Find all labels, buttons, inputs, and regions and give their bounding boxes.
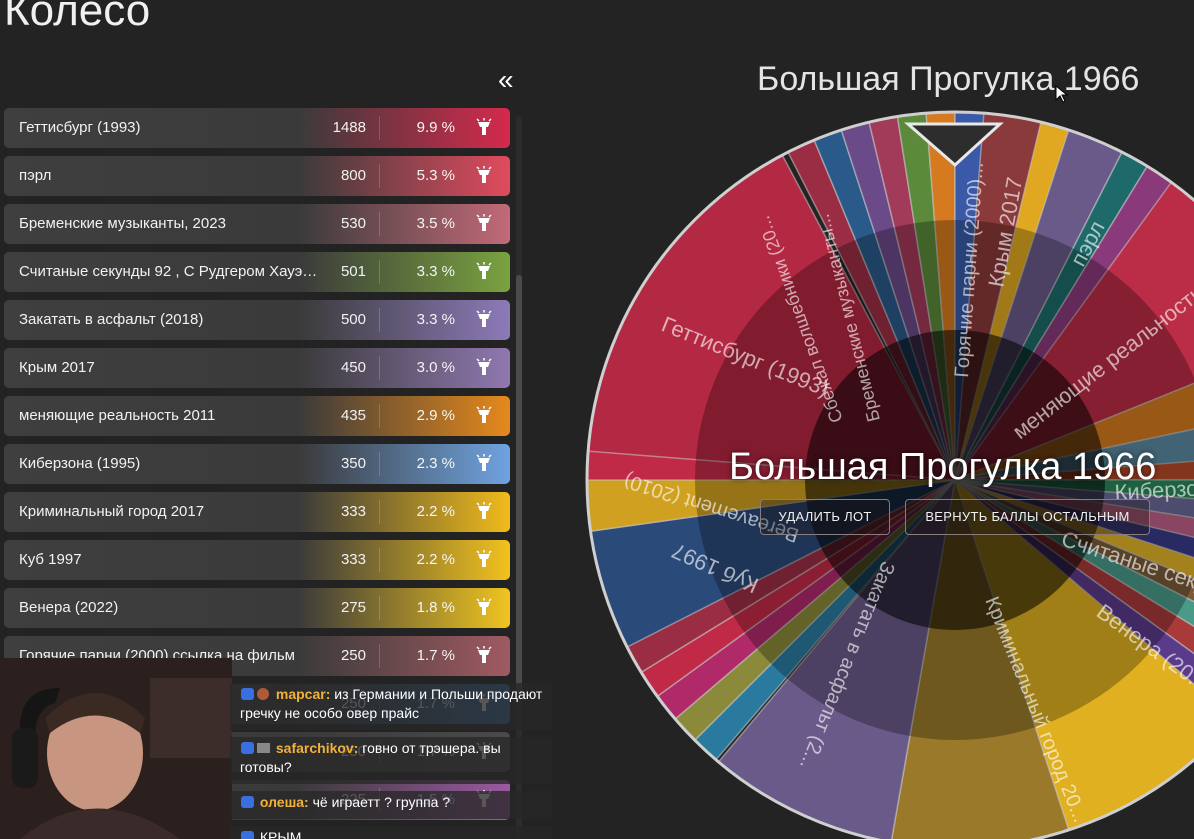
chat-text: говно от трэшера. вы готовы? — [240, 740, 501, 775]
lot-action-icon[interactable] — [474, 406, 494, 426]
lot-divider — [379, 116, 380, 140]
lot-amount: 333 — [340, 551, 366, 568]
collapse-list-button[interactable]: « — [498, 64, 514, 95]
lot-amount: 450 — [340, 359, 366, 376]
mouse-cursor-icon — [1055, 84, 1069, 103]
lot-row[interactable]: меняющие реальность 2011 435 2.9 % — [4, 396, 510, 436]
lot-action-icon[interactable] — [474, 358, 494, 378]
lot-divider — [379, 356, 380, 380]
delete-lot-button[interactable]: УДАЛИТЬ ЛОТ — [760, 499, 890, 535]
lot-row[interactable]: Геттисбург (1993) 1488 9.9 % — [4, 108, 510, 148]
lot-action-icon[interactable] — [474, 310, 494, 330]
lot-action-icon[interactable] — [474, 454, 494, 474]
lot-divider — [379, 644, 380, 668]
lot-percent: 9.9 % — [416, 119, 455, 136]
lot-row[interactable]: Крым 2017 450 3.0 % — [4, 348, 510, 388]
chat-badge-icon — [240, 830, 256, 839]
lot-percent: 1.8 % — [416, 599, 455, 616]
lot-action-icon[interactable] — [474, 118, 494, 138]
chat-message: mapcar: из Германии и Польши продают гре… — [230, 683, 552, 730]
lot-row[interactable]: пэрл 800 5.3 % — [4, 156, 510, 196]
lot-amount: 800 — [340, 167, 366, 184]
lot-row[interactable]: Куб 1997 333 2.2 % — [4, 540, 510, 580]
lot-amount: 501 — [340, 263, 366, 280]
return-points-button[interactable]: ВЕРНУТЬ БАЛЛЫ ОСТАЛЬНЫМ — [905, 499, 1150, 535]
lot-divider — [379, 404, 380, 428]
lot-percent: 2.9 % — [416, 407, 455, 424]
chat-message: КРЫМ — [230, 826, 552, 839]
chat-badge-icon — [240, 795, 256, 813]
lot-divider — [379, 596, 380, 620]
lot-action-icon[interactable] — [474, 214, 494, 234]
lot-divider — [379, 500, 380, 524]
lot-percent: 3.5 % — [416, 215, 455, 232]
lot-action-icon[interactable] — [474, 262, 494, 282]
lot-row[interactable]: Криминальный город 2017 333 2.2 % — [4, 492, 510, 532]
lot-divider — [379, 452, 380, 476]
lot-amount: 250 — [340, 647, 366, 664]
chat-message: safarchikov: говно от трэшера. вы готовы… — [230, 737, 552, 784]
chat-username[interactable]: олеша: — [259, 794, 309, 810]
chat-message: олеша: чё играетт ? группа ? — [230, 791, 552, 819]
chat-username[interactable]: safarchikov: — [275, 740, 359, 756]
chat-badge-icon — [240, 687, 272, 705]
chat-text: КРЫМ — [259, 829, 302, 839]
lot-amount: 333 — [340, 503, 366, 520]
lot-row[interactable]: Бременские музыканты, 2023 530 3.5 % — [4, 204, 510, 244]
lot-amount: 435 — [340, 407, 366, 424]
lot-row[interactable]: Киберзона (1995) 350 2.3 % — [4, 444, 510, 484]
lot-divider — [379, 260, 380, 284]
lot-percent: 1.7 % — [416, 647, 455, 664]
lot-row[interactable]: Считаные секунды 92 , С Рудгером Хауэром… — [4, 252, 510, 292]
lot-action-icon[interactable] — [474, 550, 494, 570]
wheel-pointer-icon — [903, 122, 1004, 168]
chat-badge-icon — [240, 741, 272, 759]
wheel-center-shade — [805, 330, 1105, 630]
wheel-title: Большая Прогулка 1966 — [757, 60, 1140, 98]
lot-divider — [379, 548, 380, 572]
wheel-slice — [954, 382, 1194, 481]
lot-amount: 530 — [340, 215, 366, 232]
page-title: Колесо — [4, 0, 151, 35]
wheel-rim — [585, 110, 1194, 839]
winner-title: Большая Прогулка 1966 — [729, 446, 1157, 488]
lot-percent: 2.2 % — [416, 551, 455, 568]
lot-amount: 350 — [340, 455, 366, 472]
lot-percent: 3.3 % — [416, 263, 455, 280]
lot-action-icon[interactable] — [474, 646, 494, 666]
lot-percent: 2.3 % — [416, 455, 455, 472]
chat-text: чё играетт ? группа ? — [312, 794, 451, 810]
lot-divider — [379, 212, 380, 236]
lot-percent: 5.3 % — [416, 167, 455, 184]
lot-action-icon[interactable] — [474, 166, 494, 186]
lot-percent: 3.3 % — [416, 311, 455, 328]
lot-row[interactable]: Закатать в асфальт (2018) 500 3.3 % — [4, 300, 510, 340]
lot-amount: 275 — [340, 599, 366, 616]
lot-amount: 500 — [340, 311, 366, 328]
lot-row[interactable]: Венера (2022) 275 1.8 % — [4, 588, 510, 628]
chat-text: из Германии и Польши продают гречку не о… — [240, 686, 543, 721]
chat-username[interactable]: mapcar: — [275, 686, 331, 702]
webcam-overlay — [0, 658, 232, 839]
lot-divider — [379, 164, 380, 188]
lot-percent: 2.2 % — [416, 503, 455, 520]
lot-amount: 1488 — [332, 119, 366, 136]
lot-action-icon[interactable] — [474, 598, 494, 618]
lot-divider — [379, 308, 380, 332]
lot-action-icon[interactable] — [474, 502, 494, 522]
lot-list-scrollbar-thumb[interactable] — [516, 275, 522, 695]
lot-percent: 3.0 % — [416, 359, 455, 376]
